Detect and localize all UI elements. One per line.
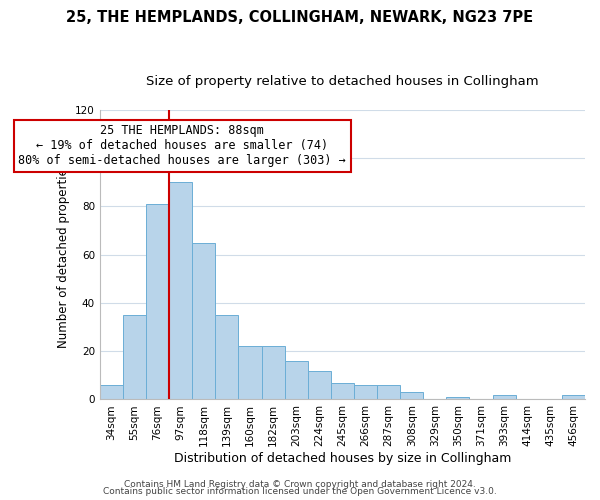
Bar <box>192 242 215 400</box>
Bar <box>377 385 400 400</box>
Text: Contains public sector information licensed under the Open Government Licence v3: Contains public sector information licen… <box>103 487 497 496</box>
Bar <box>446 397 469 400</box>
Text: 25 THE HEMPLANDS: 88sqm
← 19% of detached houses are smaller (74)
80% of semi-de: 25 THE HEMPLANDS: 88sqm ← 19% of detache… <box>19 124 346 168</box>
Bar <box>100 385 123 400</box>
Text: 25, THE HEMPLANDS, COLLINGHAM, NEWARK, NG23 7PE: 25, THE HEMPLANDS, COLLINGHAM, NEWARK, N… <box>67 10 533 25</box>
Bar <box>308 370 331 400</box>
Y-axis label: Number of detached properties: Number of detached properties <box>56 162 70 348</box>
Bar <box>493 394 515 400</box>
Text: Contains HM Land Registry data © Crown copyright and database right 2024.: Contains HM Land Registry data © Crown c… <box>124 480 476 489</box>
Bar <box>354 385 377 400</box>
Bar <box>331 382 354 400</box>
Bar <box>262 346 284 400</box>
Bar <box>215 315 238 400</box>
X-axis label: Distribution of detached houses by size in Collingham: Distribution of detached houses by size … <box>174 452 511 465</box>
Bar <box>169 182 192 400</box>
Bar <box>284 361 308 400</box>
Bar <box>146 204 169 400</box>
Title: Size of property relative to detached houses in Collingham: Size of property relative to detached ho… <box>146 75 539 88</box>
Bar <box>400 392 423 400</box>
Bar <box>123 315 146 400</box>
Bar <box>562 394 585 400</box>
Bar <box>238 346 262 400</box>
